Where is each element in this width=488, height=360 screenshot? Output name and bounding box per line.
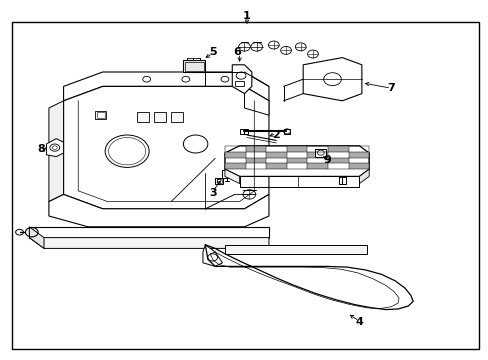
- Polygon shape: [303, 58, 361, 101]
- Text: 4: 4: [355, 317, 363, 327]
- Text: 5: 5: [208, 47, 216, 57]
- Bar: [286, 146, 307, 152]
- Bar: [245, 146, 265, 152]
- Bar: [307, 163, 327, 169]
- Bar: [245, 158, 265, 163]
- Text: 7: 7: [386, 83, 394, 93]
- Polygon shape: [359, 169, 368, 184]
- Bar: [222, 170, 231, 178]
- Polygon shape: [244, 86, 268, 115]
- Bar: [154, 112, 166, 122]
- Bar: [283, 129, 290, 134]
- Bar: [307, 152, 327, 158]
- Bar: [184, 62, 203, 71]
- Polygon shape: [224, 169, 239, 184]
- Bar: [137, 112, 149, 122]
- Polygon shape: [29, 227, 268, 238]
- Polygon shape: [224, 146, 368, 176]
- Bar: [327, 146, 348, 152]
- Text: 2: 2: [272, 130, 280, 140]
- Bar: [286, 158, 307, 163]
- Bar: [348, 152, 368, 158]
- Bar: [171, 112, 183, 122]
- Text: 8: 8: [38, 144, 45, 154]
- Bar: [315, 149, 325, 157]
- Polygon shape: [49, 194, 268, 227]
- Text: 9: 9: [323, 155, 331, 165]
- Bar: [239, 129, 248, 134]
- Polygon shape: [63, 72, 268, 101]
- Bar: [338, 177, 345, 184]
- Bar: [215, 178, 223, 184]
- Bar: [183, 60, 205, 72]
- Bar: [234, 81, 244, 86]
- Bar: [265, 163, 286, 169]
- Bar: [265, 152, 286, 158]
- Polygon shape: [203, 245, 222, 266]
- Bar: [97, 112, 104, 118]
- Polygon shape: [29, 238, 268, 248]
- Polygon shape: [29, 227, 44, 248]
- Polygon shape: [63, 86, 268, 209]
- Text: 3: 3: [208, 188, 216, 198]
- Polygon shape: [46, 139, 63, 157]
- Bar: [348, 163, 368, 169]
- Bar: [327, 158, 348, 163]
- Bar: [224, 163, 245, 169]
- Text: 6: 6: [233, 47, 241, 57]
- Polygon shape: [49, 101, 63, 202]
- Polygon shape: [232, 65, 251, 94]
- Bar: [216, 179, 221, 183]
- Bar: [224, 152, 245, 158]
- Polygon shape: [224, 245, 366, 254]
- Bar: [95, 111, 106, 119]
- Text: 1: 1: [243, 11, 250, 21]
